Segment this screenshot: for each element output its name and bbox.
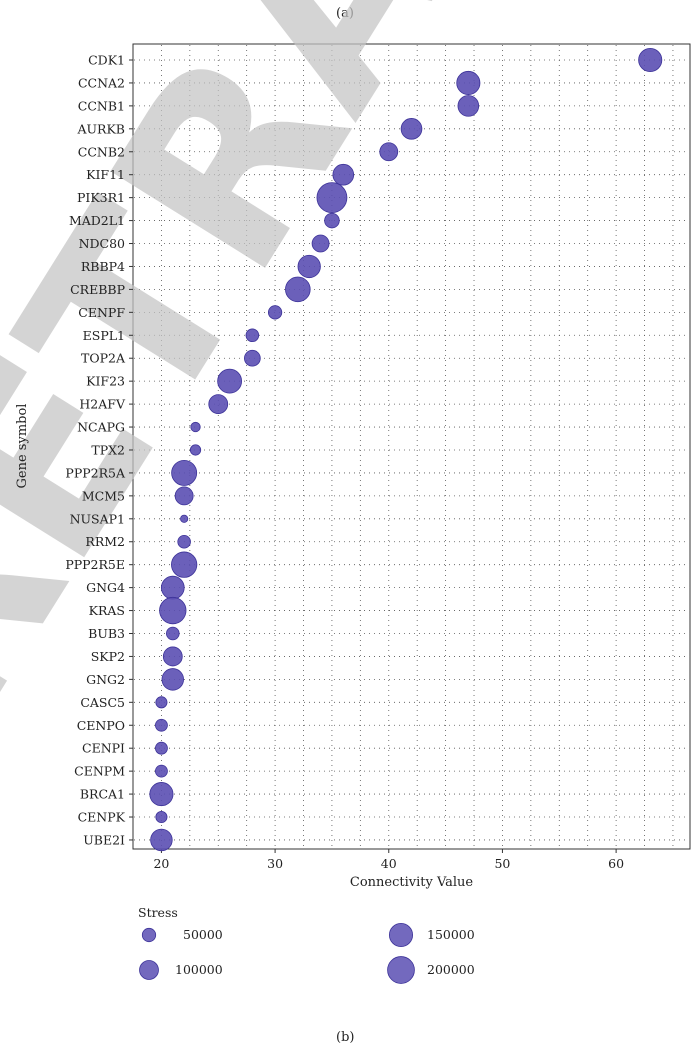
data-point-crebbp — [285, 276, 311, 303]
legend-symbol — [139, 960, 159, 980]
data-point-rrm2 — [177, 534, 191, 549]
y-tick-label: ESPL1 — [83, 328, 125, 343]
data-point-ppp2r5a — [171, 459, 198, 486]
y-tick-label: CCNA2 — [78, 75, 125, 90]
y-tick-label: CENPO — [77, 718, 125, 733]
data-point-casc5 — [155, 696, 168, 709]
y-tick-label: RRM2 — [85, 534, 125, 549]
x-axis: 20 30 40 50 60 — [153, 849, 624, 871]
data-point-aurkb — [400, 118, 423, 140]
legend-label: 100000 — [175, 962, 223, 977]
y-tick-label: UBE2I — [83, 832, 125, 847]
y-tick-label: NUSAP1 — [70, 511, 125, 526]
data-point-cenpo — [155, 718, 168, 732]
x-tick-label: 20 — [153, 856, 169, 871]
data-point-gng4 — [160, 575, 185, 600]
y-tick-label: CASC5 — [80, 695, 125, 710]
y-tick-label: MCM5 — [82, 488, 125, 503]
y-tick-label: AURKB — [77, 121, 126, 136]
y-tick-label: CCNB2 — [78, 144, 125, 159]
legend-label: 50000 — [183, 927, 223, 942]
data-point-h2afv — [208, 394, 229, 414]
data-point-kras — [159, 596, 187, 625]
data-point-kif11 — [332, 163, 355, 186]
data-point-cenpi — [155, 741, 168, 755]
y-tick-label: CENPM — [74, 764, 125, 779]
data-point-mad2l1 — [324, 212, 340, 229]
legend-symbol — [388, 922, 414, 948]
y-tick-label: PPP2R5A — [65, 465, 126, 480]
y-tick-label: PIK3R1 — [77, 190, 125, 205]
y-tick-label: GNG4 — [86, 580, 125, 595]
x-tick-label: 40 — [381, 856, 397, 871]
y-tick-label: RBBP4 — [81, 259, 125, 274]
y-tick-label: CENPK — [78, 810, 126, 825]
data-point-ccnb1 — [457, 95, 480, 117]
y-tick-label: KIF11 — [86, 167, 125, 182]
y-tick-label: TPX2 — [91, 442, 125, 457]
data-point-ndc80 — [311, 234, 330, 253]
y-tick-label: NDC80 — [79, 236, 125, 251]
y-axis-title: Gene symbol — [15, 404, 30, 489]
data-point-cenpf — [267, 305, 283, 320]
x-axis-title: Connectivity Value — [350, 875, 474, 890]
data-point-rbbp4 — [297, 254, 321, 279]
data-point-espl1 — [245, 328, 260, 343]
y-tick-label: BRCA1 — [80, 787, 125, 802]
y-tick-label: NCAPG — [77, 420, 125, 435]
panel-label-a: (a) — [336, 6, 354, 21]
y-tick-label: KIF23 — [86, 374, 125, 389]
plot-frame — [132, 43, 691, 850]
y-tick-label: CCNB1 — [78, 98, 125, 113]
y-tick-label: CDK1 — [88, 53, 125, 68]
legend-symbol — [141, 927, 157, 943]
data-point-top2a — [244, 349, 261, 367]
data-point-ncapg — [190, 421, 201, 433]
y-tick-label: KRAS — [89, 603, 125, 618]
x-tick-label: 60 — [608, 856, 624, 871]
data-point-cdk1 — [638, 47, 663, 73]
y-tick-label: SKP2 — [91, 649, 125, 664]
y-tick-label: CENPI — [82, 741, 125, 756]
x-tick-label: 30 — [267, 856, 283, 871]
y-tick-label: CENPF — [78, 305, 125, 320]
legend-symbol — [387, 956, 415, 984]
legend: Stress 50000 150000 100000 200000 — [138, 905, 475, 984]
y-tick-label: MAD2L1 — [69, 213, 125, 228]
data-point-mcm5 — [174, 486, 194, 506]
data-point-ccnb2 — [379, 142, 399, 162]
data-point-pik3r1 — [316, 182, 348, 214]
y-tick-label: PPP2R5E — [65, 557, 125, 572]
data-point-tpx2 — [189, 444, 202, 456]
panel-label-b: (b) — [336, 1030, 355, 1045]
y-tick-label: TOP2A — [81, 351, 126, 366]
legend-label: 200000 — [427, 962, 475, 977]
data-point-skp2 — [162, 646, 183, 667]
data-point-ppp2r5e — [171, 551, 198, 578]
y-tick-label: GNG2 — [86, 672, 125, 687]
data-point-brca1 — [149, 782, 174, 807]
data-point-cenpk — [155, 811, 168, 824]
legend-label: 150000 — [427, 927, 475, 942]
x-tick-label: 50 — [494, 856, 510, 871]
legend-title: Stress — [138, 905, 178, 920]
data-point-ccna2 — [456, 70, 481, 95]
data-point-ube2i — [150, 828, 173, 852]
data-point-nusap1 — [180, 514, 189, 523]
y-tick-label: CREBBP — [70, 282, 125, 297]
data-points — [149, 47, 663, 852]
y-tick-label: BUB3 — [88, 626, 125, 641]
data-point-bub3 — [166, 626, 180, 641]
data-point-cenpm — [155, 764, 168, 778]
data-point-kif23 — [217, 368, 243, 394]
y-tick-label: H2AFV — [79, 397, 126, 412]
y-axis: CDK1 CCNA2 CCNB1 AURKB CCNB2 KIF11 PIK3R1 MAD2L… — [65, 53, 133, 847]
data-point-gng2 — [161, 668, 185, 691]
